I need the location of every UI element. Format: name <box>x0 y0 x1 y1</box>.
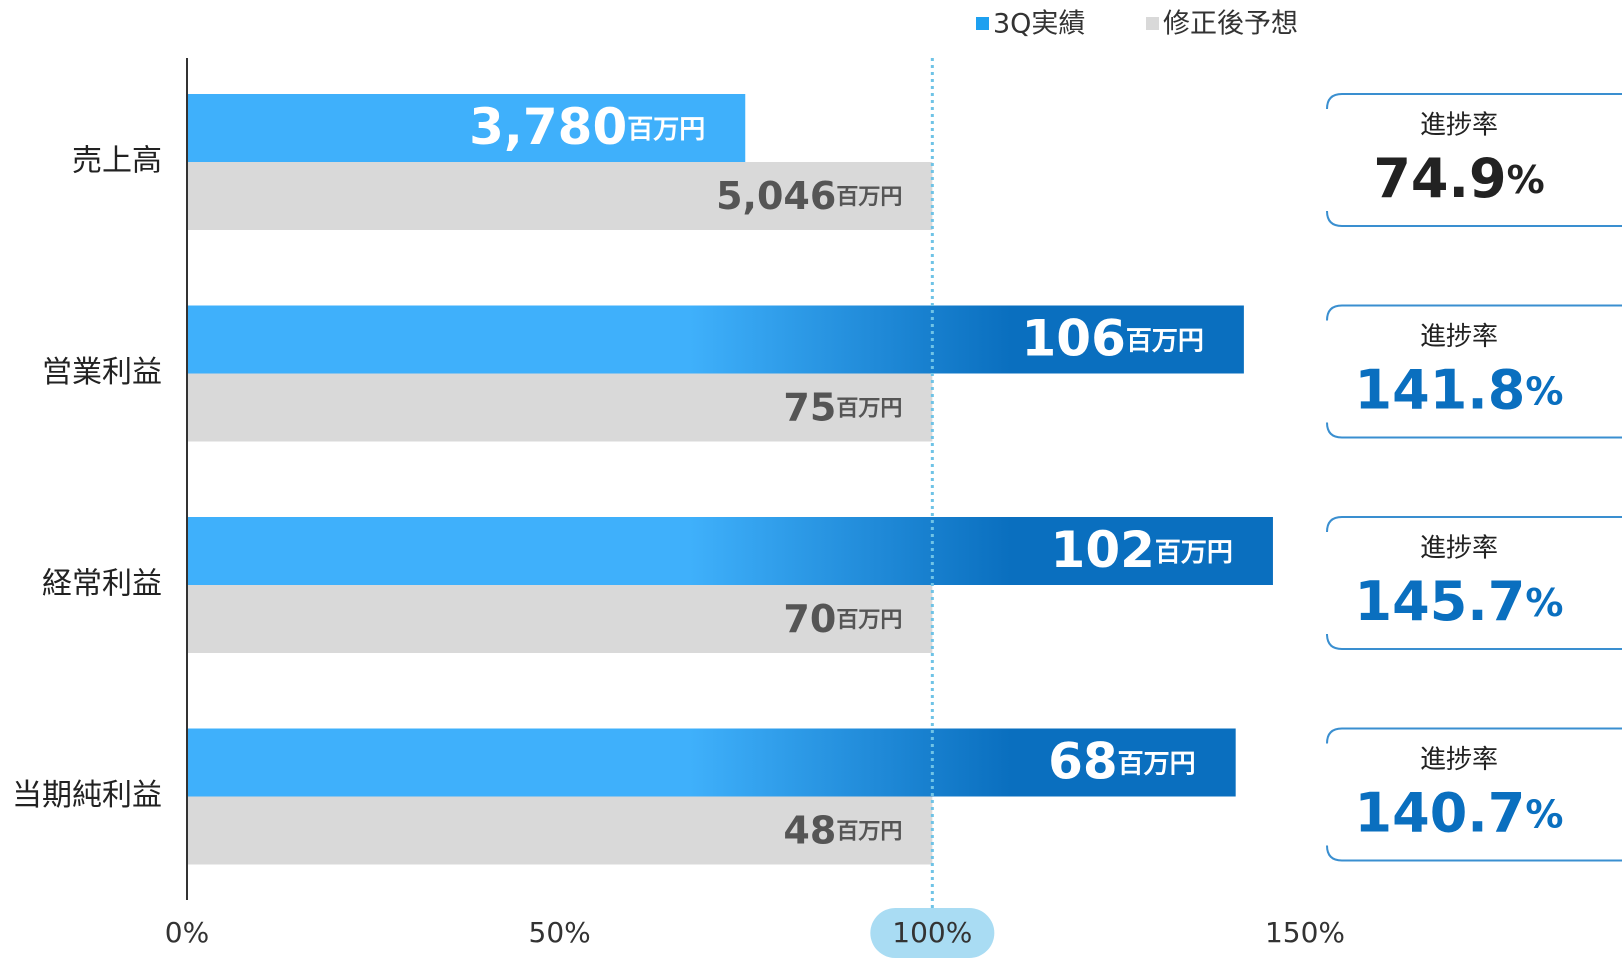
category-label: 営業利益 <box>42 355 162 390</box>
amount-label: 70百万円 <box>783 597 902 641</box>
progress-value: 74.9% <box>1373 147 1544 210</box>
amount-unit: 百万円 <box>836 185 902 210</box>
bar <box>187 728 1236 797</box>
amount-value: 3,780 <box>469 98 627 156</box>
amount-unit: 百万円 <box>836 397 902 422</box>
amount-value: 5,046 <box>716 174 836 218</box>
amount-label: 106百万円 <box>1021 309 1203 367</box>
amount-unit: 百万円 <box>836 820 902 845</box>
progress-number: 74.9 <box>1373 147 1506 210</box>
legend-label: 3Q実績 <box>993 9 1085 40</box>
legend-swatch <box>1146 17 1159 30</box>
amount-label: 102百万円 <box>1051 521 1233 579</box>
amount-unit: 百万円 <box>1126 326 1204 356</box>
tick-highlight <box>870 908 995 958</box>
bar <box>187 796 933 865</box>
progress-value: 145.7% <box>1355 570 1564 633</box>
progress-unit: % <box>1525 581 1563 625</box>
category-label: 売上高 <box>72 144 162 179</box>
x-tick-label: 150% <box>1265 916 1345 949</box>
progress-box <box>1326 516 1622 650</box>
progress-title: 進捗率 <box>1420 745 1498 775</box>
amount-label: 48百万円 <box>783 808 902 852</box>
amount-unit: 百万円 <box>1118 749 1196 779</box>
progress-value: 140.7% <box>1355 781 1564 844</box>
progress-unit: % <box>1525 792 1563 836</box>
category-label: 経常利益 <box>42 567 162 602</box>
bar <box>187 373 933 442</box>
amount-value: 106 <box>1021 309 1125 367</box>
amount-label: 3,780百万円 <box>469 98 705 156</box>
progress-title: 進捗率 <box>1420 322 1498 352</box>
progress-unit: % <box>1507 158 1545 202</box>
progress-number: 145.7 <box>1355 570 1526 633</box>
progress-value: 141.8% <box>1355 358 1564 421</box>
progress-box <box>1326 93 1622 227</box>
x-tick-label: 0% <box>165 916 209 949</box>
progress-box <box>1326 727 1622 862</box>
legend-label: 修正後予想 <box>1163 9 1298 40</box>
progress-box <box>1326 304 1622 439</box>
amount-label: 68百万円 <box>1048 732 1196 790</box>
amount-value: 102 <box>1051 521 1155 579</box>
progress-number: 140.7 <box>1355 781 1526 844</box>
progress-title: 進捗率 <box>1420 534 1498 564</box>
legend-swatch <box>976 17 989 30</box>
bar <box>187 94 746 162</box>
x-tick-label: 100% <box>892 916 972 949</box>
x-tick-label: 50% <box>529 916 591 949</box>
bar <box>187 585 933 653</box>
progress-number: 141.8 <box>1355 358 1526 421</box>
bar <box>187 517 1273 585</box>
amount-label: 5,046百万円 <box>716 174 902 218</box>
progress-title: 進捗率 <box>1420 111 1498 141</box>
progress-unit: % <box>1525 369 1563 413</box>
amount-unit: 百万円 <box>627 115 705 145</box>
bar <box>187 305 1244 374</box>
amount-unit: 百万円 <box>1155 538 1233 568</box>
bar <box>187 162 933 230</box>
amount-value: 48 <box>783 808 836 852</box>
amount-value: 70 <box>783 597 836 641</box>
amount-label: 75百万円 <box>783 385 902 429</box>
amount-value: 75 <box>783 385 836 429</box>
category-label: 当期純利益 <box>12 778 162 813</box>
amount-value: 68 <box>1048 732 1118 790</box>
amount-unit: 百万円 <box>836 608 902 633</box>
